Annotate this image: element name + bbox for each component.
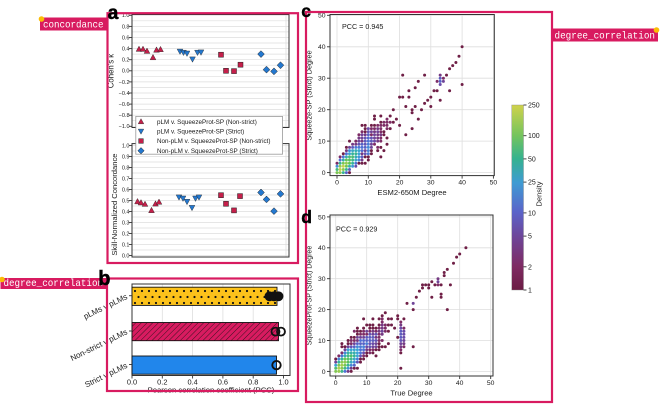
svg-text:0.1: 0.1	[122, 242, 130, 248]
svg-text:10: 10	[318, 139, 326, 146]
svg-text:20: 20	[318, 107, 326, 114]
svg-text:concordance: concordance	[43, 20, 104, 32]
svg-text:Non-pLM v. SqueezeProt-SP (Str: Non-pLM v. SqueezeProt-SP (Strict)	[157, 148, 258, 155]
svg-text:0: 0	[322, 170, 326, 177]
svg-text:1.0: 1.0	[122, 143, 130, 149]
svg-text:True Degree: True Degree	[390, 388, 432, 397]
svg-text:1: 1	[528, 288, 532, 295]
svg-text:0: 0	[334, 380, 338, 387]
svg-text:−0.6: −0.6	[119, 102, 130, 108]
svg-text:10: 10	[528, 210, 536, 217]
svg-text:2: 2	[528, 264, 532, 271]
svg-text:degree_correlation: degree_correlation	[555, 31, 656, 43]
svg-text:30: 30	[427, 179, 435, 186]
svg-text:PCC = 0.945: PCC = 0.945	[342, 22, 383, 31]
svg-text:0.0: 0.0	[122, 69, 130, 75]
svg-text:50: 50	[528, 156, 536, 163]
svg-text:0.9: 0.9	[122, 154, 130, 160]
svg-text:25: 25	[528, 180, 536, 187]
svg-text:a: a	[108, 3, 119, 24]
svg-text:0.2: 0.2	[122, 58, 130, 64]
svg-text:10: 10	[318, 338, 326, 345]
svg-text:100: 100	[528, 133, 540, 140]
svg-text:Squeeze-SP (Strict) Degree: Squeeze-SP (Strict) Degree	[305, 50, 314, 140]
svg-text:0.4: 0.4	[122, 47, 130, 53]
svg-text:0.2: 0.2	[122, 231, 130, 237]
svg-text:Non-pLM v. SqueezeProt-SP (Non: Non-pLM v. SqueezeProt-SP (Non-strict)	[157, 138, 271, 145]
svg-text:30: 30	[425, 380, 433, 387]
svg-text:PCC = 0.929: PCC = 0.929	[336, 225, 377, 234]
svg-text:pLM v. SqueezeProt-SP (Strict): pLM v. SqueezeProt-SP (Strict)	[157, 129, 244, 136]
svg-text:b: b	[98, 268, 110, 290]
svg-text:30: 30	[318, 76, 326, 83]
svg-text:20: 20	[396, 179, 404, 186]
svg-text:50: 50	[490, 179, 498, 186]
svg-text:50: 50	[318, 13, 326, 20]
svg-text:0.7: 0.7	[122, 176, 130, 182]
svg-text:0.0: 0.0	[127, 378, 137, 387]
svg-text:5: 5	[528, 234, 532, 241]
svg-text:0.8: 0.8	[122, 165, 130, 171]
svg-text:d: d	[301, 207, 312, 227]
svg-text:SqueezeProt-SP (Strict) Degree: SqueezeProt-SP (Strict) Degree	[307, 246, 314, 346]
svg-text:40: 40	[458, 179, 466, 186]
svg-text:0.4: 0.4	[187, 378, 197, 387]
svg-text:−0.2: −0.2	[119, 80, 130, 86]
svg-text:degree_correlation: degree_correlation	[4, 278, 104, 290]
svg-text:30: 30	[318, 276, 326, 283]
svg-text:−1.0: −1.0	[119, 124, 130, 130]
svg-text:0: 0	[335, 179, 339, 186]
svg-text:0.8: 0.8	[122, 24, 130, 30]
svg-text:1.0: 1.0	[122, 13, 130, 19]
svg-text:0.8: 0.8	[248, 378, 258, 387]
svg-text:0.6: 0.6	[122, 187, 130, 193]
svg-text:20: 20	[394, 380, 402, 387]
svg-text:−0.4: −0.4	[119, 91, 130, 97]
svg-text:50: 50	[487, 380, 495, 387]
svg-text:ESM2-650M Degree: ESM2-650M Degree	[377, 188, 446, 197]
svg-text:c: c	[301, 1, 311, 21]
svg-text:10: 10	[365, 179, 373, 186]
svg-text:0: 0	[322, 369, 326, 376]
svg-text:0.4: 0.4	[122, 209, 130, 215]
svg-text:50: 50	[318, 214, 326, 221]
svg-text:Density: Density	[535, 181, 544, 206]
svg-text:20: 20	[318, 307, 326, 314]
svg-text:40: 40	[456, 380, 464, 387]
svg-text:0.5: 0.5	[122, 198, 130, 204]
svg-text:1.0: 1.0	[278, 378, 288, 387]
svg-text:pLM v. SqueezeProt-SP (Non-str: pLM v. SqueezeProt-SP (Non-strict)	[157, 119, 257, 126]
svg-text:0.3: 0.3	[122, 220, 130, 226]
svg-text:0.0: 0.0	[122, 253, 130, 259]
svg-text:0.2: 0.2	[157, 378, 167, 387]
svg-text:0.6: 0.6	[122, 35, 130, 41]
svg-text:40: 40	[318, 245, 326, 252]
svg-text:250: 250	[528, 103, 540, 110]
svg-text:Cohen's κ: Cohen's κ	[107, 54, 116, 89]
svg-text:Skill-Normalized Concordance: Skill-Normalized Concordance	[110, 154, 119, 256]
svg-text:−0.8: −0.8	[119, 113, 130, 119]
svg-text:40: 40	[318, 44, 326, 51]
svg-text:0.6: 0.6	[218, 378, 228, 387]
svg-text:10: 10	[363, 380, 371, 387]
